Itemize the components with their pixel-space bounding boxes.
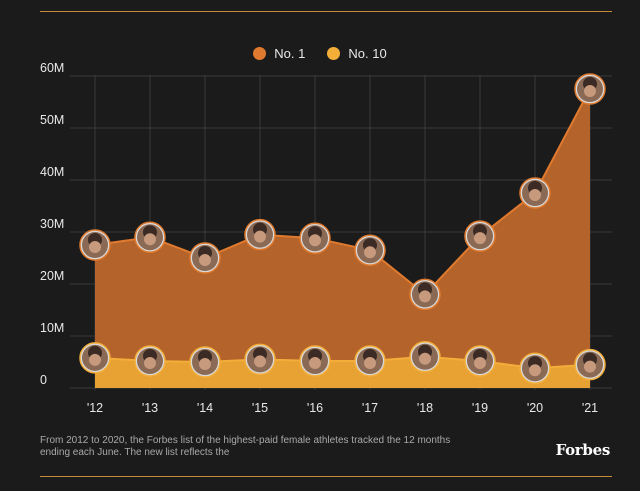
- x-tick-label: '13: [142, 401, 158, 415]
- marker-no1-7-skin: [474, 232, 486, 245]
- marker-no1-3-ring: [244, 218, 276, 251]
- y-tick-label: 30M: [40, 217, 64, 231]
- marker-no1-1-skin: [144, 233, 156, 246]
- marker-no10-6-skin: [419, 352, 431, 365]
- y-tick-label: 60M: [40, 61, 64, 75]
- legend-label-no10: No. 10: [348, 46, 387, 61]
- x-tick-label: '12: [87, 401, 103, 415]
- marker-no10-0-ring: [79, 342, 111, 374]
- area-chart: 0 10M 20M 30M 40M 50M 60M '12 '13 '14 '15 '16 '17 '18…: [40, 61, 612, 415]
- x-tick-label: '19: [472, 401, 488, 415]
- marker-no10-9-ring: [574, 348, 606, 381]
- x-tick-label: '17: [362, 401, 378, 415]
- y-tick-label: 10M: [40, 321, 64, 335]
- marker-no1-0-ring: [79, 229, 111, 261]
- series-no1-area: [95, 89, 590, 388]
- y-tick-label: 50M: [40, 113, 64, 127]
- x-tick-label: '18: [417, 401, 433, 415]
- y-tick-label: 0: [40, 373, 47, 387]
- marker-no10-3-ring: [244, 343, 276, 376]
- x-tick-label: '15: [252, 401, 268, 415]
- marker-no1-9-ring: [574, 73, 606, 105]
- marker-no10-7-skin: [474, 356, 486, 369]
- top-rule: [40, 11, 612, 12]
- series-no10-line: [94, 355, 591, 370]
- marker-no1-4-skin: [309, 234, 321, 247]
- forbes-logo: Forbes: [555, 441, 611, 459]
- marker-no1-6-skin: [419, 290, 431, 303]
- marker-no10-5-skin: [364, 356, 376, 369]
- marker-no10-4-ring: [299, 345, 331, 377]
- marker-no1-3-skin: [254, 230, 266, 243]
- marker-no10-8-ring: [519, 352, 551, 384]
- legend-label-no1: No. 1: [274, 46, 306, 61]
- marker-no1-9-skin: [584, 85, 596, 97]
- y-tick-label: 20M: [40, 269, 64, 283]
- marker-no10-7-ring: [464, 345, 496, 377]
- series-no1-line: [94, 88, 591, 296]
- marker-no10-3-skin: [254, 355, 266, 368]
- marker-no10-9-skin: [584, 360, 596, 373]
- marker-no1-8-skin: [529, 189, 541, 201]
- marker-no1-2-ring: [189, 242, 221, 274]
- legend-item-no10[interactable]: No. 10: [327, 46, 387, 61]
- chart-legend: No. 1 No. 10: [0, 46, 640, 61]
- marker-no10-2-ring: [189, 346, 221, 378]
- marker-no10-1-skin: [144, 356, 156, 369]
- marker-no10-8-skin: [529, 364, 541, 377]
- x-tick-label: '20: [527, 401, 543, 415]
- marker-no1-6-ring: [409, 278, 441, 311]
- x-tick-label: '16: [307, 401, 323, 415]
- marker-no10-2-skin: [199, 358, 211, 370]
- legend-dot-no10: [327, 47, 341, 60]
- marker-no10-4-skin: [309, 356, 321, 369]
- marker-no1-4-ring: [299, 222, 331, 254]
- marker-no10-0-skin: [89, 353, 101, 366]
- bottom-rule: [40, 476, 612, 477]
- marker-no1-2-skin: [199, 254, 211, 266]
- marker-no10-1-ring: [134, 345, 166, 377]
- legend-dot-no1: [253, 47, 267, 60]
- marker-no1-7-ring: [464, 220, 496, 252]
- y-tick-label: 40M: [40, 165, 64, 179]
- marker-no1-0-skin: [89, 241, 101, 253]
- legend-item-no1[interactable]: No. 1: [253, 46, 305, 61]
- marker-no1-8-ring: [519, 177, 551, 209]
- footnote: From 2012 to 2020, the Forbes list of th…: [40, 435, 451, 458]
- marker-no10-6-ring: [409, 341, 441, 373]
- marker-no1-1-ring: [134, 221, 166, 253]
- marker-no1-5-ring: [354, 234, 386, 266]
- x-tick-label: '21: [582, 401, 598, 415]
- marker-no10-5-ring: [354, 345, 386, 377]
- marker-no1-5-skin: [364, 246, 376, 259]
- x-tick-label: '14: [197, 401, 213, 415]
